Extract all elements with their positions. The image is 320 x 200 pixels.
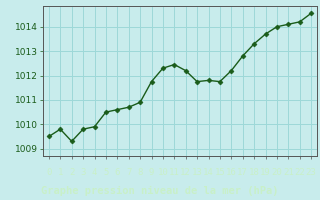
Text: 0: 0 <box>46 168 52 177</box>
Text: 11: 11 <box>169 168 180 177</box>
Text: 13: 13 <box>192 168 203 177</box>
Text: 23: 23 <box>306 168 316 177</box>
Text: 7: 7 <box>126 168 132 177</box>
Text: 21: 21 <box>283 168 294 177</box>
Text: 4: 4 <box>92 168 97 177</box>
Text: 6: 6 <box>115 168 120 177</box>
Text: 1: 1 <box>58 168 63 177</box>
Text: 12: 12 <box>180 168 191 177</box>
Text: 15: 15 <box>214 168 225 177</box>
Text: 16: 16 <box>226 168 237 177</box>
Text: Graphe pression niveau de la mer (hPa): Graphe pression niveau de la mer (hPa) <box>41 186 279 196</box>
Text: 20: 20 <box>272 168 282 177</box>
Text: 9: 9 <box>149 168 154 177</box>
Text: 8: 8 <box>137 168 143 177</box>
Text: 22: 22 <box>294 168 305 177</box>
Text: 10: 10 <box>157 168 168 177</box>
Text: 19: 19 <box>260 168 271 177</box>
Text: 14: 14 <box>203 168 214 177</box>
Text: 3: 3 <box>80 168 86 177</box>
Text: 17: 17 <box>237 168 248 177</box>
Text: 2: 2 <box>69 168 74 177</box>
Text: 5: 5 <box>103 168 108 177</box>
Text: 18: 18 <box>249 168 260 177</box>
